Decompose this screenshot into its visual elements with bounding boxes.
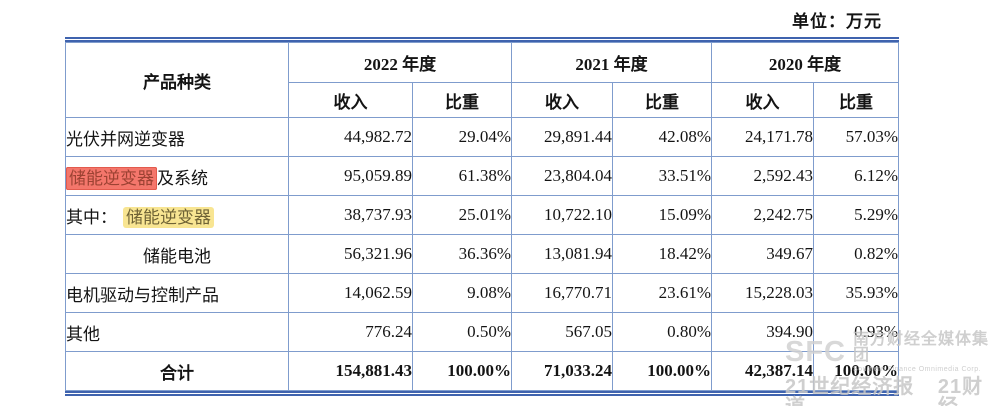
table-row-incl-storage-inverter: 其中： 储能逆变器 38,737.93 25.01% 10,722.10 15.0… <box>65 195 899 235</box>
cell-income-2020: 42,387.14 <box>711 351 814 391</box>
row-label: 储能逆变器 及系统 <box>65 156 289 196</box>
red-highlight: 储能逆变器 <box>66 166 157 190</box>
cell-income-2022: 38,737.93 <box>288 195 413 235</box>
cell-income-2022: 776.24 <box>288 312 413 352</box>
cell-income-2021: 71,033.24 <box>511 351 613 391</box>
header-income-2020: 收入 <box>711 82 814 118</box>
table-row-pv-inverter: 光伏并网逆变器 44,982.72 29.04% 29,891.44 42.08… <box>65 117 899 157</box>
table-row-storage-inverter-system: 储能逆变器 及系统 95,059.89 61.38% 23,804.04 33.5… <box>65 156 899 196</box>
cell-income-2020: 349.67 <box>711 234 814 274</box>
cell-proportion-2021: 33.51% <box>612 156 712 196</box>
cell-proportion-2020: 6.12% <box>813 156 899 196</box>
table-row-total: 合计 154,881.43 100.00% 71,033.24 100.00% … <box>65 351 899 391</box>
row-label-prefix: 其中： <box>66 207 118 227</box>
row-label: 储能电池 <box>65 234 289 274</box>
row-label: 其中： 储能逆变器 <box>65 195 289 235</box>
header-income-2022: 收入 <box>288 82 413 118</box>
cell-income-2021: 10,722.10 <box>511 195 613 235</box>
header-year-2021: 2021 年度 <box>511 42 712 83</box>
cell-proportion-2022: 29.04% <box>412 117 512 157</box>
cell-income-2021: 16,770.71 <box>511 273 613 313</box>
cell-proportion-2021: 23.61% <box>612 273 712 313</box>
cell-proportion-2021: 15.09% <box>612 195 712 235</box>
cell-income-2022: 56,321.96 <box>288 234 413 274</box>
cell-proportion-2020: 100.00% <box>813 351 899 391</box>
table-row-storage-battery: 储能电池 56,321.96 36.36% 13,081.94 18.42% 3… <box>65 234 899 274</box>
cell-proportion-2021: 18.42% <box>612 234 712 274</box>
header-row-years: 产品种类 2022 年度 2021 年度 2020 年度 <box>65 42 899 118</box>
cell-income-2021: 567.05 <box>511 312 613 352</box>
watermark-brand2: 21财经 □ □ □ □ □ □ □ □ <box>938 377 1000 406</box>
cell-proportion-2020: 0.82% <box>813 234 899 274</box>
row-label: 光伏并网逆变器 <box>65 117 289 157</box>
cell-proportion-2021: 100.00% <box>612 351 712 391</box>
cell-income-2022: 14,062.59 <box>288 273 413 313</box>
header-year-2020: 2020 年度 <box>711 42 899 83</box>
row-label: 合计 <box>65 351 289 391</box>
header-year-2022: 2022 年度 <box>288 42 512 83</box>
cell-income-2020: 24,171.78 <box>711 117 814 157</box>
cell-proportion-2020: 57.03% <box>813 117 899 157</box>
cell-proportion-2022: 9.08% <box>412 273 512 313</box>
cell-income-2021: 13,081.94 <box>511 234 613 274</box>
cell-proportion-2020: 5.29% <box>813 195 899 235</box>
cell-proportion-2022: 36.36% <box>412 234 512 274</box>
header-proportion-2020: 比重 <box>813 82 899 118</box>
cell-proportion-2022: 61.38% <box>412 156 512 196</box>
row-label: 电机驱动与控制产品 <box>65 273 289 313</box>
header-income-2021: 收入 <box>511 82 613 118</box>
row-label-suffix: 及系统 <box>157 168 208 188</box>
table-row-other: 其他 776.24 0.50% 567.05 0.80% 394.90 0.93… <box>65 312 899 352</box>
cell-proportion-2021: 0.80% <box>612 312 712 352</box>
cell-income-2020: 394.90 <box>711 312 814 352</box>
cell-income-2021: 29,891.44 <box>511 117 613 157</box>
unit-label: 单位：万元 <box>792 12 882 31</box>
cell-proportion-2022: 100.00% <box>412 351 512 391</box>
cell-income-2020: 2,592.43 <box>711 156 814 196</box>
cell-proportion-2020: 35.93% <box>813 273 899 313</box>
cell-income-2022: 154,881.43 <box>288 351 413 391</box>
watermark-brand2-cn: 21财经 <box>937 376 984 406</box>
cell-income-2020: 2,242.75 <box>711 195 814 235</box>
table-row-motor-drive-control: 电机驱动与控制产品 14,062.59 9.08% 16,770.71 23.6… <box>65 273 899 313</box>
header-proportion-2021: 比重 <box>612 82 712 118</box>
cell-income-2022: 95,059.89 <box>288 156 413 196</box>
revenue-by-product-table: 产品种类 2022 年度 2021 年度 2020 年度 收入 比重 收入 比重… <box>65 42 899 391</box>
cell-proportion-2022: 0.50% <box>412 312 512 352</box>
cell-proportion-2020: 0.93% <box>813 312 899 352</box>
yellow-highlight: 储能逆变器 <box>123 206 214 228</box>
cell-income-2020: 15,228.03 <box>711 273 814 313</box>
cell-income-2021: 23,804.04 <box>511 156 613 196</box>
cell-proportion-2021: 42.08% <box>612 117 712 157</box>
cell-income-2022: 44,982.72 <box>288 117 413 157</box>
cell-proportion-2022: 25.01% <box>412 195 512 235</box>
row-label: 其他 <box>65 312 289 352</box>
header-row-subcolumns: 收入 比重 收入 比重 收入 比重 <box>66 82 899 118</box>
revenue-table-wrapper: 产品种类 2022 年度 2021 年度 2020 年度 收入 比重 收入 比重… <box>65 37 899 396</box>
header-proportion-2022: 比重 <box>412 82 512 118</box>
header-product-category: 产品种类 <box>65 42 289 118</box>
